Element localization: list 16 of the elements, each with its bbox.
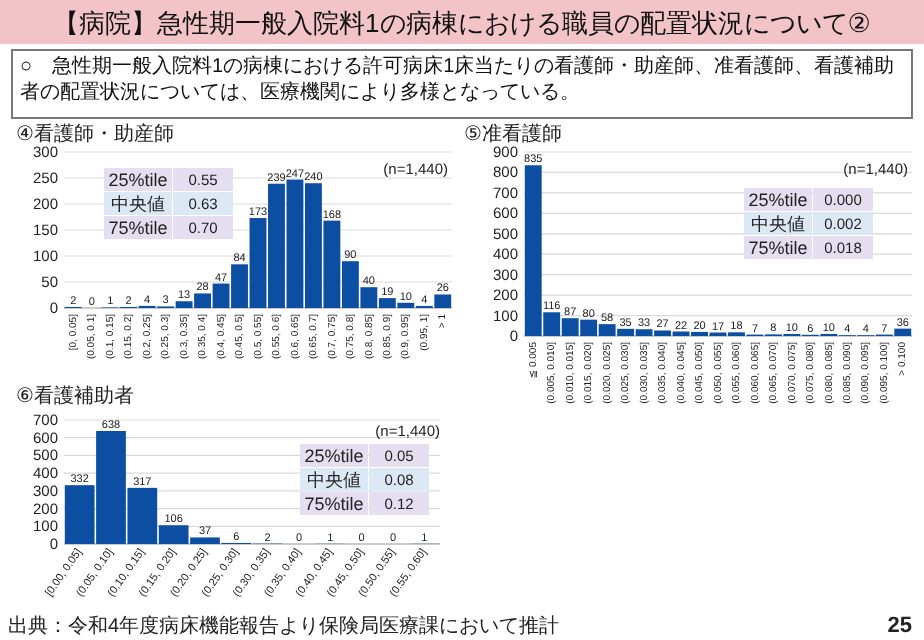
annotation: 中央値 [111,194,165,214]
chart-title: ⑤准看護師 [464,122,562,146]
annotation: 75%tile [748,238,808,258]
chart-title: ④看護師・助産師 [16,122,174,146]
text: 【病院】急性期一般入院料1の病棟における職員の配置状況について② [53,8,871,38]
annotation: 25%tile [108,170,168,190]
annotation: 75%tile [304,494,364,514]
text: ○ 急性期一般入院料1の病棟における許可病床1床当たりの看護師・助産師、准看護師、看護補助者の配置状況については、医療機関により多様となっている。 [20,54,897,106]
chart-title: ⑥看護補助者 [16,384,134,408]
annotation: 中央値 [307,470,361,490]
annotation: 25%tile [304,446,364,466]
annotation: 75%tile [108,218,168,238]
text: 25 [887,614,912,638]
source-note: 出典：令和4年度病床機能報告より保険局医療課において推計 [8,614,560,638]
annotation: 中央値 [751,214,805,234]
annotation: 25%tile [748,190,808,210]
